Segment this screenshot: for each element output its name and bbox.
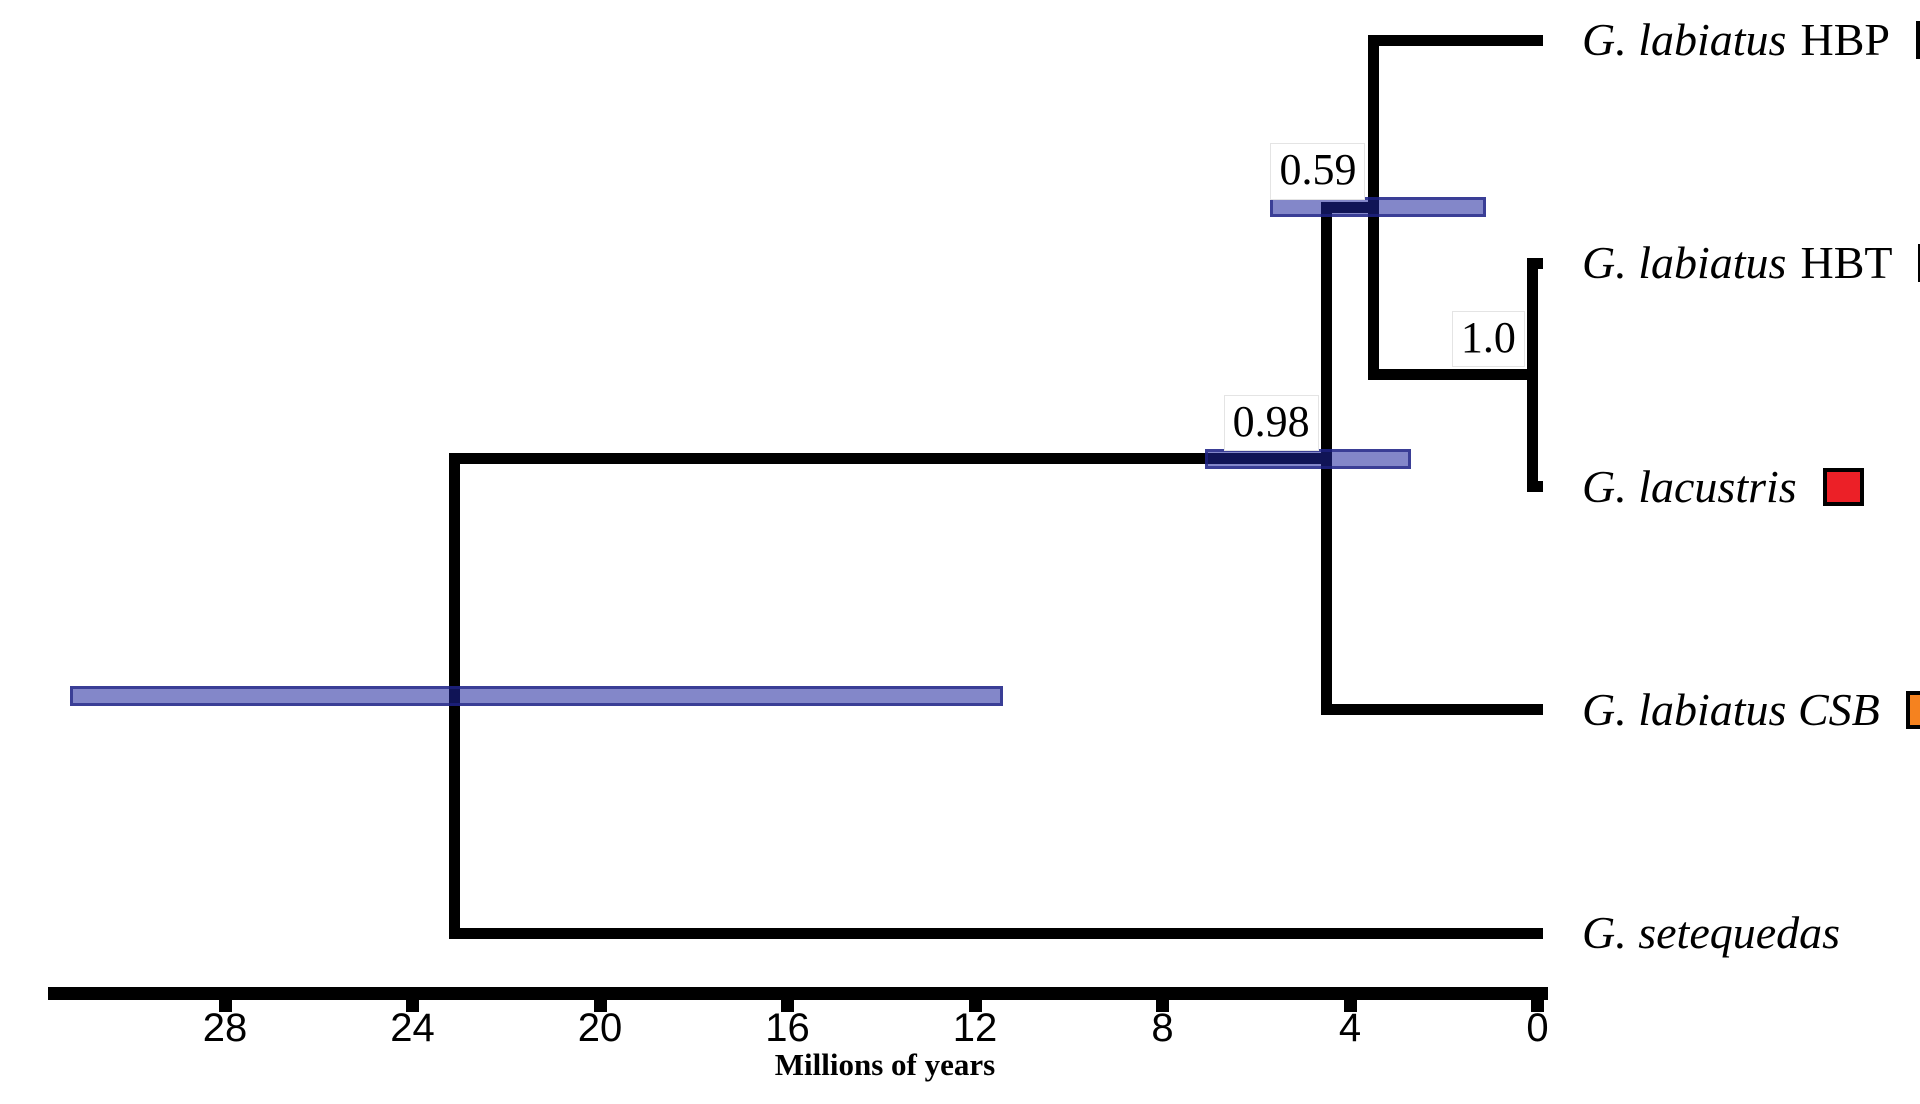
branch-to-node_1_0 [1367, 369, 1538, 381]
axis-tick-mark [406, 999, 419, 1012]
hpd-bar-node_0_98 [1204, 448, 1411, 469]
branch-to-setequedas [449, 927, 1543, 939]
axis-tick-mark [781, 999, 794, 1012]
axis-tick-label: 4 [1338, 1006, 1362, 1050]
branch-to-hbp [1367, 34, 1543, 46]
axis-tick-mark [968, 999, 982, 1012]
tip-species-name: G. labiatus [1582, 14, 1787, 65]
support-label-node_0_59: 0.59 [1270, 143, 1366, 201]
axis-tick-label: 16 [765, 1006, 810, 1050]
branch-to-csb [1321, 704, 1543, 716]
tip-setequedas: G. setequedas [1582, 905, 1840, 961]
hpd-bar-node_0_59 [1270, 197, 1486, 218]
tip-species-name: G. labiatus CSB [1582, 683, 1880, 735]
axis-tick-mark [1531, 999, 1544, 1012]
branch-to-lacustris [1527, 481, 1543, 492]
tip-site-code: HBP [1800, 14, 1890, 65]
tip-hbp: G. labiatus HBP [1582, 12, 1920, 68]
tip-csb: G. labiatus CSB [1582, 682, 1920, 738]
branch-to-hbt [1527, 257, 1543, 269]
tip-species-name: G. labiatus [1582, 237, 1787, 289]
axis-tick-label: 0 [1526, 1006, 1549, 1050]
tip-species-name: G. setequedas [1582, 907, 1841, 958]
time-axis-title: Millions of years [774, 1047, 996, 1082]
tip-marker-lacustris [1822, 467, 1864, 506]
axis-tick-label: 8 [1151, 1006, 1174, 1050]
axis-tick-label: 24 [390, 1006, 435, 1050]
axis-tick-label: 12 [952, 1006, 998, 1050]
support-label-node_1_0: 1.0 [1451, 310, 1525, 368]
axis-tick-mark [1343, 999, 1357, 1012]
axis-tick-mark [1156, 999, 1169, 1012]
tip-species-name: G. lacustris [1582, 460, 1797, 512]
axis-tick-label: 28 [202, 1006, 248, 1050]
branch-to-node_0_98 [449, 453, 1332, 465]
axis-tick-mark [218, 999, 232, 1012]
support-label-node_0_98: 0.98 [1223, 394, 1319, 452]
tip-marker-hbp [1915, 21, 1920, 59]
axis-tick-label: 20 [577, 1006, 623, 1050]
hpd-bar-root [70, 685, 1004, 706]
tip-lacustris: G. lacustris [1582, 459, 1864, 515]
tip-marker-hbt [1918, 244, 1920, 283]
axis-tick-mark [593, 999, 607, 1012]
tip-marker-csb [1905, 690, 1920, 729]
time-axis-line [48, 987, 1548, 1000]
tip-site-code: HBT [1800, 237, 1893, 289]
tip-hbt: G. labiatus HBT [1582, 235, 1920, 291]
